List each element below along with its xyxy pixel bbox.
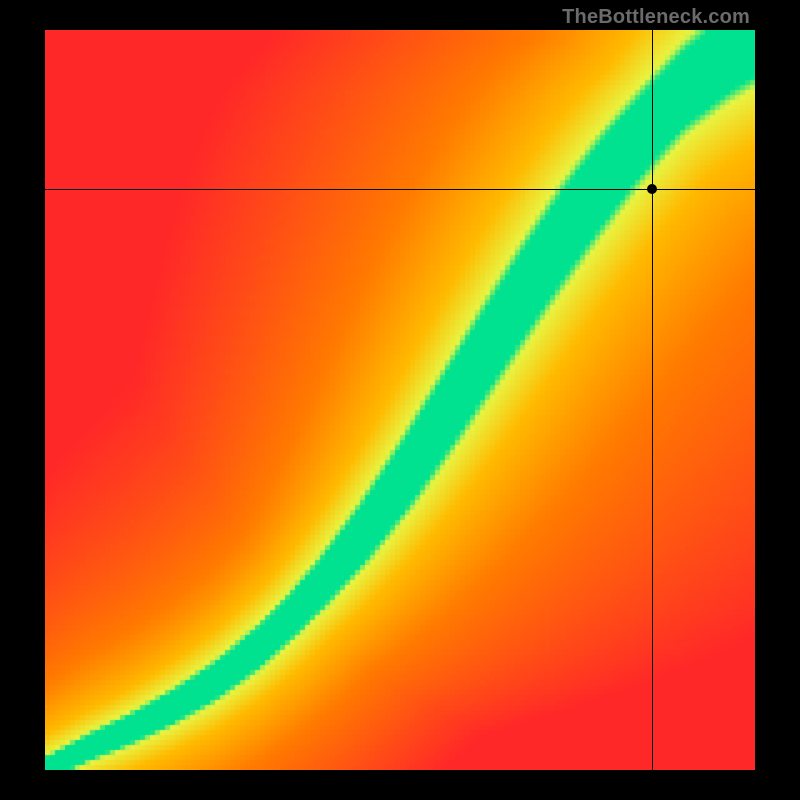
watermark-text: TheBottleneck.com bbox=[562, 6, 750, 29]
heatmap-canvas bbox=[45, 30, 755, 770]
crosshair-vertical bbox=[652, 30, 653, 770]
plot-area bbox=[45, 30, 755, 770]
chart-container: TheBottleneck.com bbox=[0, 0, 800, 800]
selection-marker[interactable] bbox=[647, 184, 657, 194]
